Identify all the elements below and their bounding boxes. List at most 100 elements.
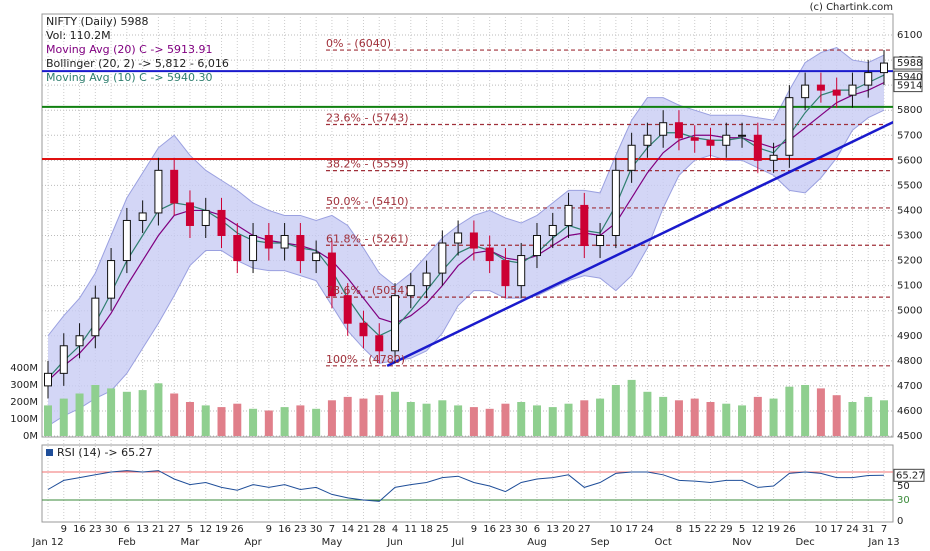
candle-body	[454, 232, 463, 244]
x-month-label: Jul	[451, 537, 464, 548]
x-tick-label: 27	[168, 524, 181, 535]
x-tick-label: 30	[105, 524, 118, 535]
x-month-label: Apr	[244, 537, 262, 548]
bollinger-lower	[47, 109, 885, 427]
x-tick-label: 15	[688, 524, 701, 535]
y-tick-label: 4500	[897, 431, 922, 442]
candle-body	[185, 202, 194, 226]
x-tick-label: 29	[720, 524, 733, 535]
y-tick-label: 100M	[10, 414, 38, 425]
volume-bar	[722, 403, 731, 436]
volume-bar	[343, 396, 352, 436]
y-tick-label: 50	[897, 481, 910, 492]
x-tick-label: 24	[846, 524, 859, 535]
volume-bar	[801, 385, 810, 436]
volume-bar	[170, 393, 179, 436]
candle-body	[848, 84, 857, 96]
volume-bar	[327, 400, 336, 436]
x-tick-label: 12	[751, 524, 764, 535]
candle-body	[785, 97, 794, 156]
x-tick-label: 23	[294, 524, 307, 535]
volume-bar	[185, 402, 194, 436]
volume-bar	[738, 405, 747, 436]
y-tick-label: 4700	[897, 381, 922, 392]
candle-body	[722, 134, 731, 146]
x-tick-label: 13	[136, 524, 149, 535]
trend-line	[386, 120, 893, 367]
price-marker: 5988	[897, 58, 922, 69]
x-tick-label: 10	[609, 524, 622, 535]
overbought-area	[48, 470, 884, 472]
x-tick-label: 6	[534, 524, 540, 535]
y-tick-label: 6100	[897, 30, 922, 41]
x-month-label: Jun	[386, 537, 403, 548]
x-tick-label: 16	[278, 524, 291, 535]
candle-body	[201, 209, 210, 226]
x-tick-label: 17	[625, 524, 638, 535]
candle-body	[138, 212, 147, 221]
x-month-label: Sep	[591, 537, 610, 548]
volume-bar	[864, 396, 873, 436]
x-tick-label: 8	[676, 524, 682, 535]
rsi-legend-swatch	[46, 449, 53, 456]
candle-body	[501, 260, 510, 287]
candle-body	[880, 62, 888, 74]
candle-body	[122, 219, 131, 262]
volume-bar	[517, 402, 526, 436]
volume-bar	[406, 402, 415, 436]
fib-label: 50.0% - (5410)	[326, 195, 408, 208]
x-month-label: Jan 13	[867, 537, 899, 548]
x-tick-label: 22	[704, 524, 717, 535]
x-tick-label: 27	[578, 524, 591, 535]
volume-bar	[375, 395, 384, 436]
candle-body	[91, 297, 100, 337]
volume-bar	[422, 403, 431, 436]
x-month-label: May	[322, 537, 343, 548]
volume-bar	[122, 391, 131, 436]
candle-body	[296, 235, 305, 262]
y-tick-label: 400M	[10, 363, 38, 374]
x-tick-label: 19	[767, 524, 780, 535]
x-tick-label: 16	[483, 524, 496, 535]
x-tick-label: 10	[815, 524, 828, 535]
candle-body	[580, 204, 589, 247]
candle-body	[375, 335, 384, 352]
legend-entry: Moving Avg (10) C -> 5940.30	[46, 71, 213, 84]
candle-body	[643, 134, 652, 146]
volume-bar	[201, 405, 210, 436]
fib-label: 61.8% - (5261)	[326, 232, 408, 245]
volume-bar	[312, 408, 321, 436]
volume-bar	[75, 393, 84, 436]
x-tick-label: 7	[881, 524, 887, 535]
x-month-label: Oct	[655, 537, 672, 548]
x-tick-label: 11	[404, 524, 417, 535]
x-month-label: Nov	[732, 537, 752, 548]
volume-bar	[454, 405, 463, 436]
candle-body	[107, 260, 116, 299]
volume-bar	[280, 407, 289, 436]
volume-bar	[769, 398, 778, 436]
y-tick-label: 5100	[897, 281, 922, 292]
candle-body	[564, 204, 573, 226]
candle-body	[738, 134, 747, 137]
volume-bar	[674, 400, 683, 436]
rsi-value-box	[893, 468, 925, 482]
volume-bar	[391, 391, 400, 436]
volume-bar	[880, 400, 888, 436]
x-tick-label: 30	[310, 524, 323, 535]
candle-body	[280, 235, 289, 249]
volume-bar	[753, 396, 762, 436]
x-tick-label: 30	[515, 524, 528, 535]
x-tick-label: 12	[199, 524, 212, 535]
legend-entry: Bollinger (20, 2) -> 5,812 - 6,016	[46, 57, 229, 70]
y-tick-label: 5700	[897, 130, 922, 141]
candle-body	[659, 122, 668, 136]
volume-bar	[690, 398, 699, 436]
x-tick-label: 23	[499, 524, 512, 535]
y-tick-label: 5400	[897, 205, 922, 216]
volume-bar	[233, 403, 242, 436]
x-tick-label: 18	[420, 524, 433, 535]
candle-body	[469, 232, 478, 249]
candle-body	[44, 372, 52, 387]
y-tick-label: 300M	[10, 380, 38, 391]
